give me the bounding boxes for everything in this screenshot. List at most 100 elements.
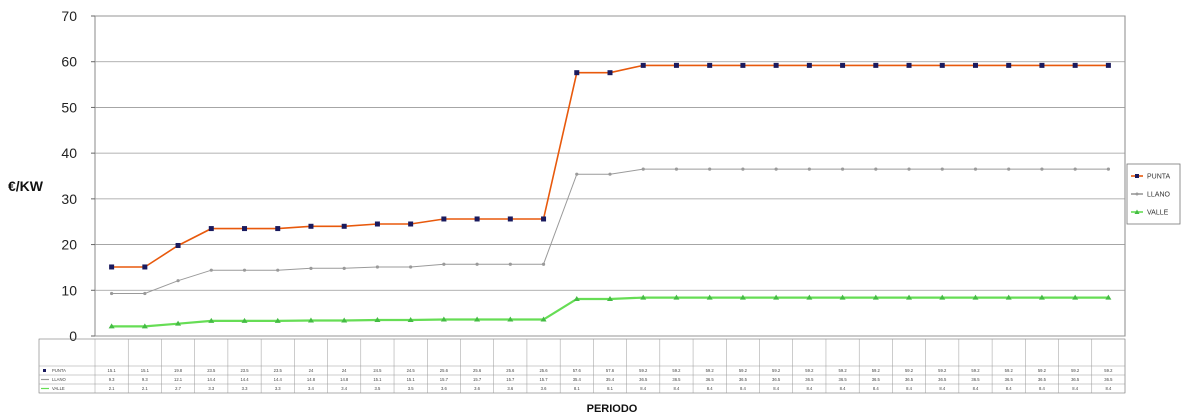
table-cell: 59.2 [938, 368, 947, 373]
table-cell: 15.7 [473, 377, 482, 382]
table-cell: 8.4 [707, 386, 713, 391]
data-point [708, 167, 712, 171]
table-cell: 8.1 [574, 386, 580, 391]
table-cell: 3.4 [341, 386, 347, 391]
table-cell: 15.1 [141, 368, 150, 373]
table-cell: 19.8 [174, 368, 183, 373]
data-point [408, 221, 414, 227]
data-point [1072, 62, 1078, 68]
data-point [807, 167, 811, 171]
data-point [342, 266, 346, 270]
data-point [208, 317, 215, 323]
table-cell: 23.5 [274, 368, 283, 373]
data-point [109, 264, 115, 270]
legend-marker [1135, 174, 1139, 178]
legend-label: PUNTA [1147, 174, 1171, 181]
table-cell: 59.2 [905, 368, 914, 373]
data-point [374, 221, 380, 227]
table-cell: 15.1 [407, 377, 416, 382]
table-cell: 24.5 [407, 368, 416, 373]
data-point [1072, 294, 1079, 300]
table-cell: 3.3 [208, 386, 214, 391]
legend-label: LLANO [1147, 192, 1171, 199]
y-tick-label: 60 [61, 54, 77, 70]
legend-marker [1134, 209, 1140, 214]
table-cell: 3.3 [242, 386, 248, 391]
series-line-valle [111, 296, 1109, 328]
data-point [141, 323, 148, 329]
table-cell: 8.4 [873, 386, 879, 391]
data-point [309, 266, 313, 270]
data-point [175, 242, 181, 248]
data-point [740, 62, 746, 68]
table-cell: 59.2 [639, 368, 648, 373]
data-point [973, 167, 978, 171]
table-cell: 8.4 [939, 386, 945, 391]
table-cell: 59.2 [706, 368, 715, 373]
data-point [176, 279, 180, 283]
data-point [806, 62, 812, 68]
data-point [143, 291, 147, 296]
data-point [674, 167, 679, 171]
y-tick-label: 20 [61, 237, 77, 253]
data-point [939, 294, 946, 300]
data-point [475, 262, 479, 266]
data-point [906, 294, 913, 300]
legend-label: VALLE [1147, 210, 1169, 217]
data-point [110, 291, 114, 296]
table-cell: 35.4 [573, 377, 582, 382]
table-row-label: VALLE [52, 386, 65, 391]
data-point [774, 167, 778, 171]
data-point [872, 294, 879, 300]
table-cell: 59.2 [805, 368, 814, 373]
table-cell: 8.4 [740, 386, 746, 391]
table-cell: 8.4 [773, 386, 779, 391]
table-cell: 25.6 [473, 368, 482, 373]
table-cell: 36.5 [839, 377, 848, 382]
table-cell: 25.6 [440, 368, 449, 373]
table-cell: 36.5 [706, 377, 715, 382]
data-point [741, 167, 745, 171]
data-point [673, 294, 680, 300]
data-point [640, 62, 646, 68]
data-point [142, 264, 148, 270]
data-point [1105, 294, 1112, 300]
data-point [608, 172, 612, 176]
table-cell: 35.4 [606, 377, 615, 382]
data-point [906, 62, 912, 68]
table-cell: 3.6 [541, 386, 547, 391]
gridlines [94, 15, 1126, 337]
data-point [108, 323, 115, 329]
table-cell: 3.6 [474, 386, 480, 391]
data-point [276, 268, 280, 272]
table-cell: 24 [309, 368, 314, 373]
table-cell: 36.5 [772, 377, 781, 382]
data-point [1106, 167, 1110, 171]
data-point [607, 295, 613, 301]
table-cell: 15.7 [440, 377, 449, 382]
table-cell: 36.5 [739, 377, 748, 382]
table-cell: 15.1 [373, 377, 382, 382]
data-point [773, 294, 780, 300]
data-point [507, 316, 514, 322]
table-row-punta: PUNTA 15.1 15.1 19.8 23.5 23.5 23.5 24 24 24.5 24.… [43, 368, 1113, 373]
data-point [972, 294, 979, 300]
table-cell: 59.2 [1071, 368, 1080, 373]
table-cell: 2.1 [142, 386, 148, 391]
table-cell: 8.1 [607, 386, 613, 391]
table-cell: 25.6 [539, 368, 548, 373]
data-point [175, 320, 182, 326]
data-point [706, 294, 713, 300]
data-point [641, 167, 645, 171]
data-point [241, 317, 248, 323]
data-point [341, 317, 348, 323]
table-cell: 15.7 [539, 377, 548, 382]
data-point [409, 265, 413, 269]
data-point [341, 223, 347, 229]
table-cell: 8.4 [640, 386, 646, 391]
y-tick-label: 30 [61, 191, 77, 207]
table-cell: 59.2 [839, 368, 848, 373]
x-axis-label: PERIODO [587, 403, 638, 415]
data-point [972, 62, 978, 68]
data-point [574, 70, 580, 76]
